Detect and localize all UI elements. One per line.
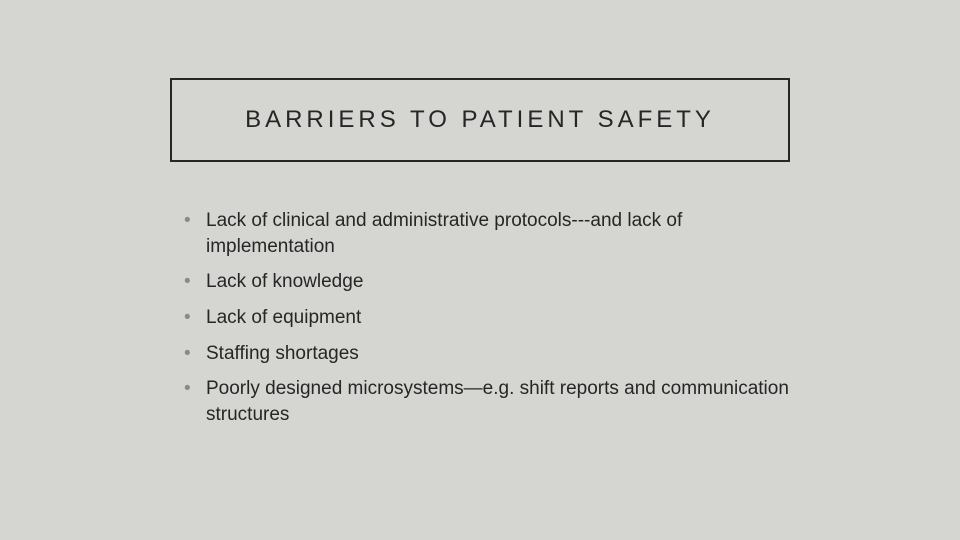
list-item: Staffing shortages [182, 341, 792, 367]
slide-title: BARRIERS TO PATIENT SAFETY [245, 106, 715, 133]
list-item: Poorly designed microsystems—e.g. shift … [182, 376, 792, 427]
slide-body: Lack of clinical and administrative prot… [182, 208, 792, 437]
list-item: Lack of equipment [182, 305, 792, 331]
title-box: BARRIERS TO PATIENT SAFETY [170, 78, 790, 162]
slide: BARRIERS TO PATIENT SAFETY Lack of clini… [0, 0, 960, 540]
list-item: Lack of knowledge [182, 269, 792, 295]
bullet-list: Lack of clinical and administrative prot… [182, 208, 792, 427]
list-item: Lack of clinical and administrative prot… [182, 208, 792, 259]
